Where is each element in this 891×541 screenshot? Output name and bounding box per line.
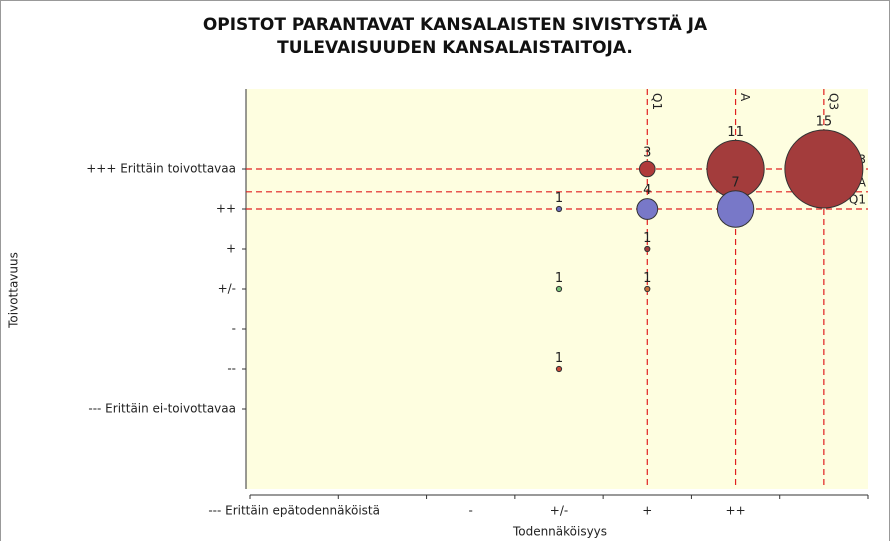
bubble: [555, 285, 563, 293]
bubble: [784, 129, 864, 209]
bubble: [555, 205, 563, 213]
reference-label: A: [738, 93, 752, 102]
bubble: [644, 285, 651, 293]
chart-title: OPISTOT PARANTAVAT KANSALAISTEN SIVISTYS…: [203, 13, 708, 35]
x-tick-label: +: [642, 504, 652, 518]
x-tick-label: ++: [726, 504, 746, 518]
x-tick-label: +/-: [550, 504, 568, 518]
bubble-label: 4: [643, 183, 651, 198]
y-tick-label: +++ Erittäin toivottavaa: [86, 162, 236, 176]
bubble: [716, 190, 755, 228]
y-tick-label: -: [232, 322, 236, 336]
bubble-label: 1: [643, 271, 651, 286]
bubble-label: 1: [555, 351, 563, 366]
reference-label: A: [858, 175, 867, 189]
bubble-label: 11: [727, 125, 744, 140]
x-tick-label: -: [469, 504, 473, 518]
y-axis-label: Toivottavuus: [7, 252, 21, 329]
reference-label: Q1: [849, 193, 866, 207]
reference-label: Q3: [826, 93, 840, 110]
chart-title: TULEVAISUUDEN KANSALAISTAITOJA.: [277, 38, 633, 58]
bubble-label: 1: [555, 271, 563, 286]
bubble-label: 7: [731, 175, 739, 190]
bubble: [644, 245, 651, 253]
bubble: [638, 160, 656, 178]
y-tick-label: ++: [216, 202, 236, 216]
bubble: [636, 198, 659, 220]
y-tick-label: +: [226, 242, 236, 256]
bubble-label: 3: [643, 146, 651, 161]
reference-label: Q1: [650, 93, 664, 110]
y-tick-label: --- Erittäin ei-toivottavaa: [88, 402, 236, 416]
bubble: [555, 365, 563, 373]
y-tick-label: +/-: [218, 282, 236, 296]
bubble-label: 15: [816, 115, 833, 130]
x-axis-label: Todennäköisyys: [512, 525, 607, 539]
bubble-label: 1: [555, 191, 563, 206]
bubble-label: 1: [643, 231, 651, 246]
x-tick-label: --- Erittäin epätodennäköistä: [208, 504, 380, 518]
y-tick-label: --: [227, 362, 236, 376]
